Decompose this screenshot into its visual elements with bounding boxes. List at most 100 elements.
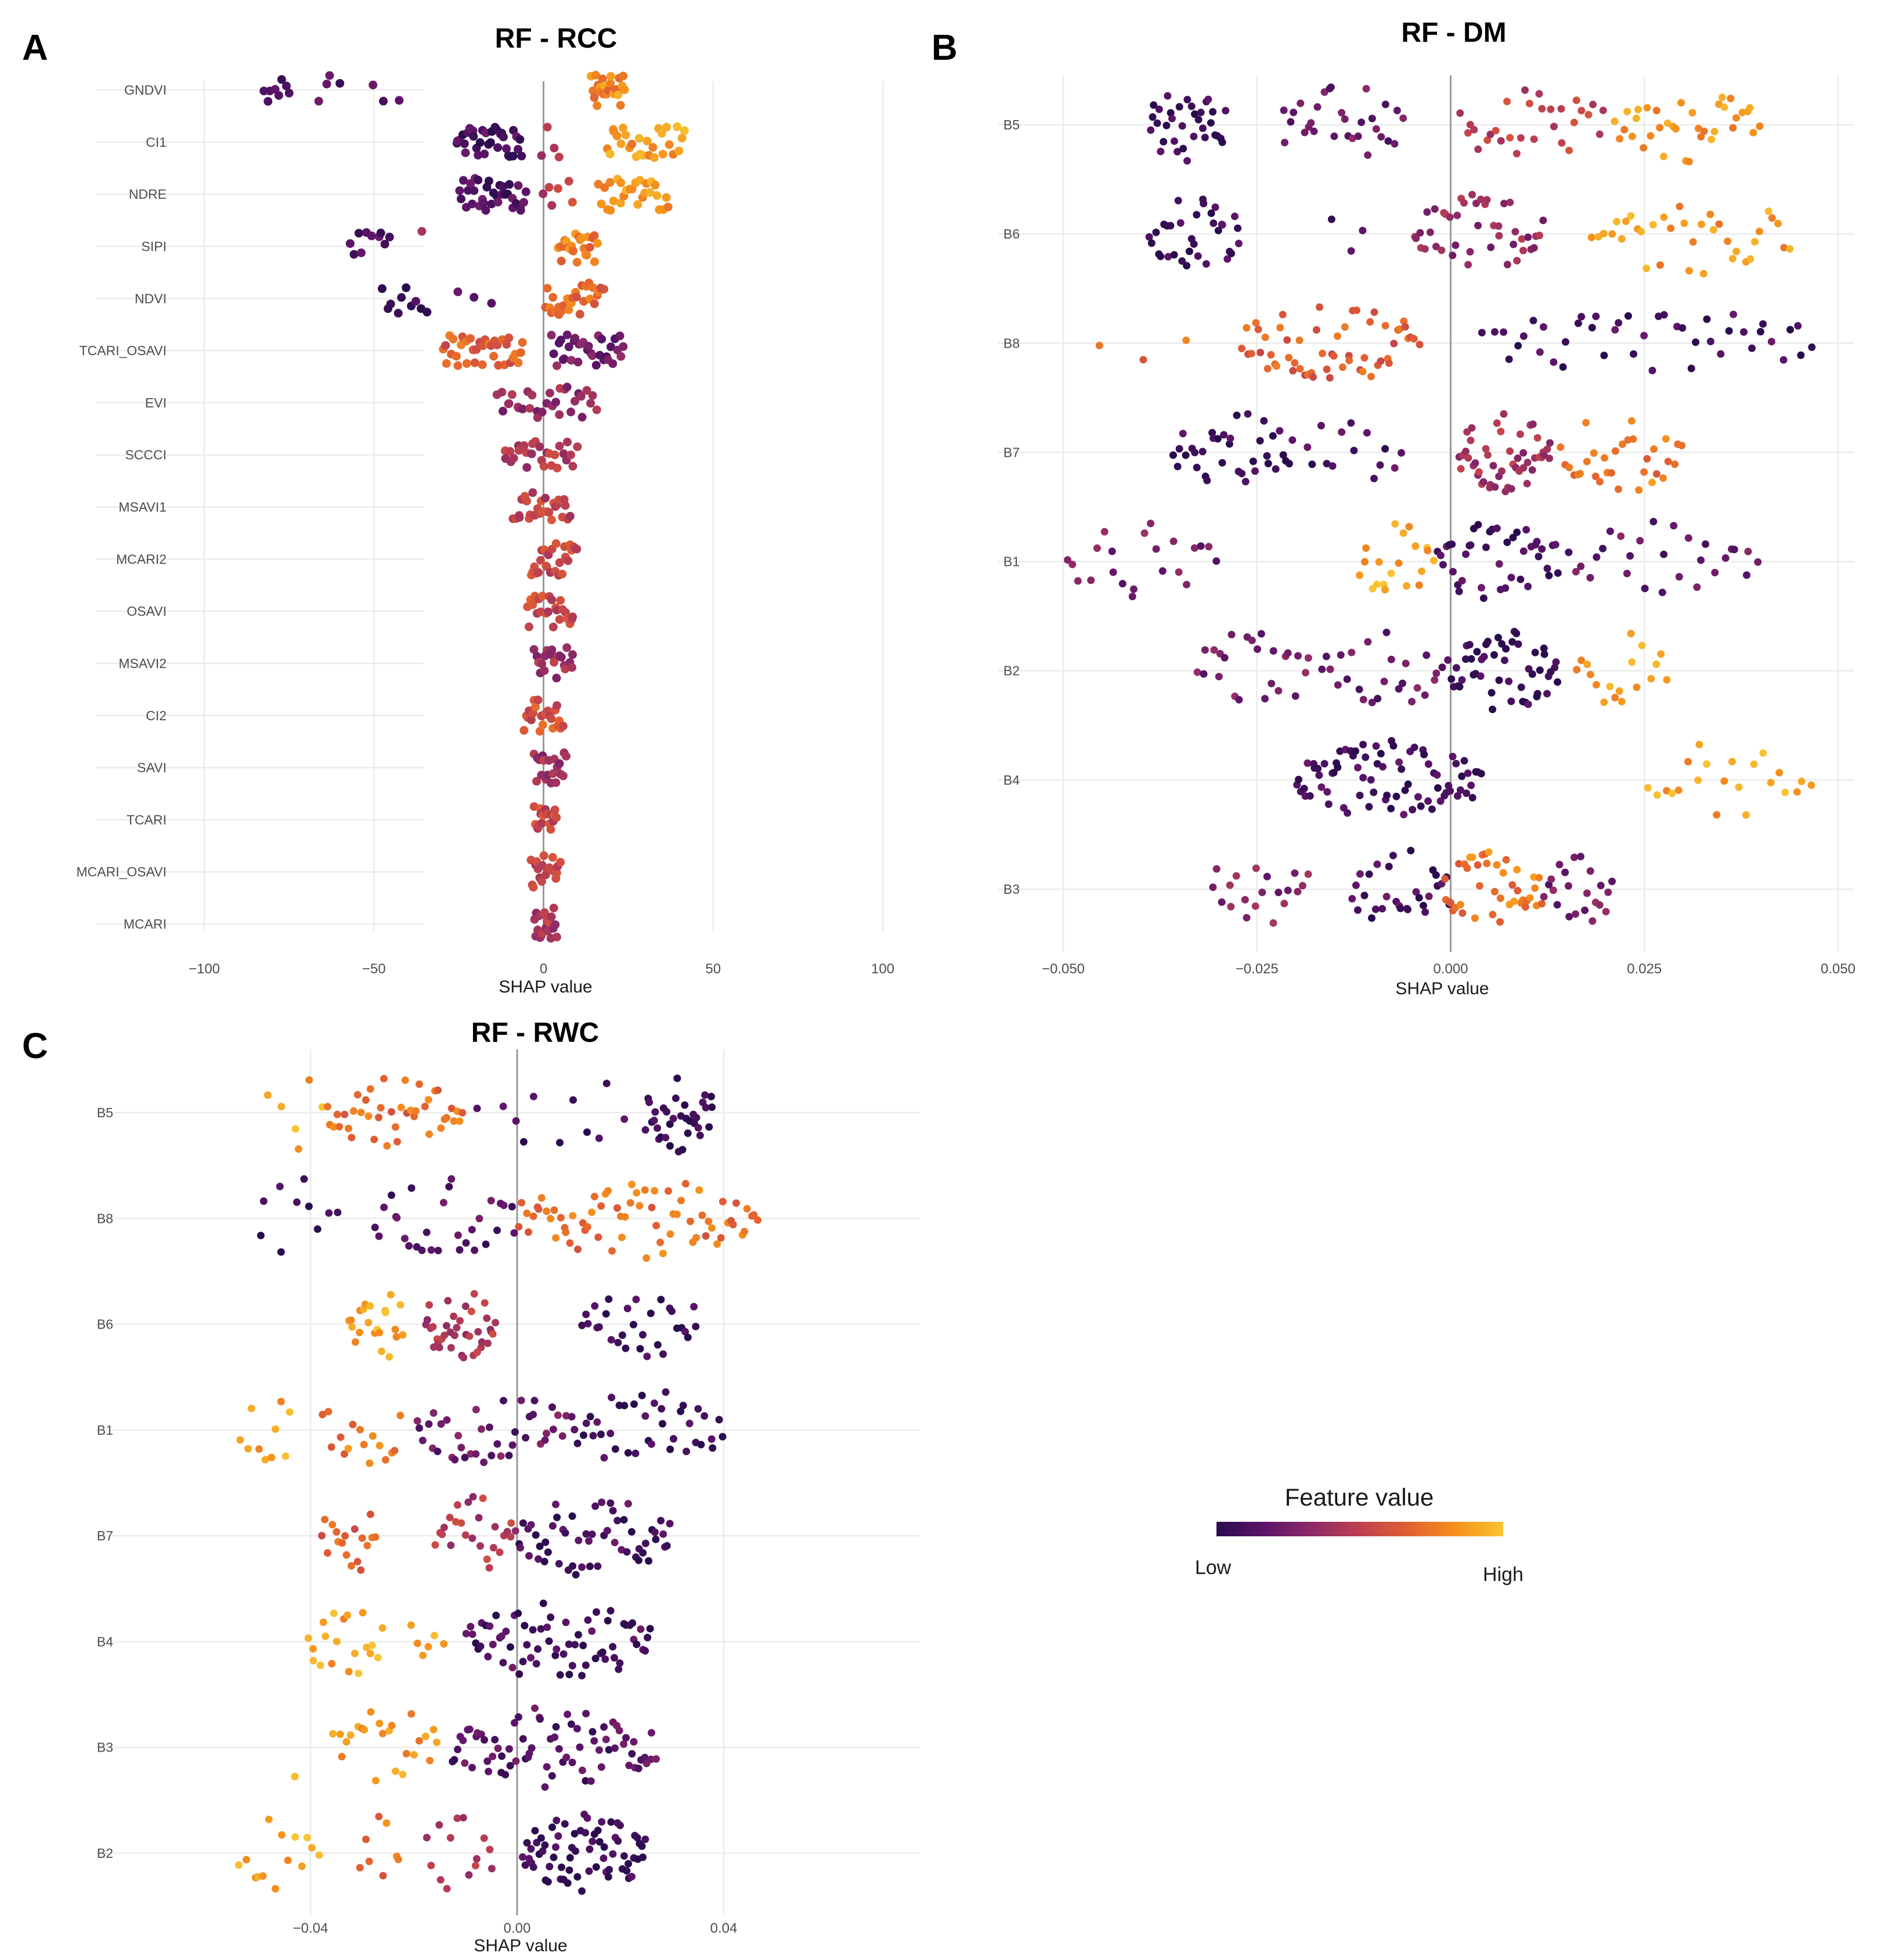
shap-point bbox=[558, 771, 568, 781]
shap-point bbox=[1636, 537, 1644, 545]
shap-point bbox=[360, 1726, 369, 1734]
shap-point bbox=[537, 1194, 546, 1202]
shap-point bbox=[278, 1831, 286, 1839]
shap-point bbox=[609, 1643, 617, 1651]
shap-point bbox=[234, 1861, 243, 1869]
shap-point bbox=[338, 1753, 346, 1761]
shap-point bbox=[504, 399, 514, 408]
shap-point bbox=[340, 1450, 348, 1458]
shap-point bbox=[1304, 759, 1312, 767]
shap-point bbox=[1794, 322, 1802, 330]
shap-point bbox=[536, 1715, 544, 1723]
shap-point bbox=[1400, 811, 1408, 818]
shap-point bbox=[562, 1412, 570, 1420]
shap-point bbox=[484, 176, 493, 186]
shap-point bbox=[459, 176, 468, 185]
shap-point bbox=[1688, 109, 1696, 117]
shap-point bbox=[488, 1865, 496, 1872]
shap-point bbox=[1381, 100, 1389, 109]
shap-point bbox=[523, 1641, 531, 1649]
shap-point bbox=[1421, 908, 1429, 916]
shap-point bbox=[1233, 412, 1241, 420]
shap-point bbox=[454, 1432, 463, 1439]
shap-point bbox=[551, 398, 561, 407]
shap-point bbox=[277, 75, 286, 84]
shap-point bbox=[1372, 125, 1380, 133]
shap-point bbox=[1503, 98, 1511, 106]
shap-point bbox=[635, 1556, 642, 1564]
shap-point bbox=[1530, 135, 1538, 143]
shap-point bbox=[1412, 234, 1420, 243]
shap-point bbox=[1367, 776, 1375, 784]
shap-point bbox=[1717, 350, 1725, 358]
shap-point bbox=[1533, 434, 1541, 442]
shap-point bbox=[427, 1246, 435, 1254]
shap-point bbox=[1238, 470, 1246, 478]
shap-point bbox=[582, 1661, 590, 1669]
shap-point bbox=[455, 186, 464, 195]
shap-point bbox=[484, 1340, 492, 1347]
shap-point bbox=[1264, 460, 1272, 468]
shap-point bbox=[519, 441, 529, 450]
shap-point bbox=[491, 1735, 499, 1744]
shap-point bbox=[411, 297, 420, 306]
shap-point bbox=[1489, 461, 1497, 470]
shap-point bbox=[575, 1536, 583, 1544]
shap-point bbox=[591, 71, 600, 80]
shap-point bbox=[1538, 900, 1546, 908]
shap-point bbox=[1740, 328, 1748, 336]
shap-point bbox=[519, 1519, 527, 1527]
shap-point bbox=[454, 1745, 462, 1753]
shap-point bbox=[434, 1448, 442, 1456]
shap-point bbox=[236, 1436, 244, 1444]
shap-point bbox=[628, 1181, 636, 1189]
shap-point bbox=[1494, 634, 1502, 641]
shap-point bbox=[472, 1406, 480, 1414]
shap-point bbox=[333, 1110, 341, 1118]
shap-point bbox=[1164, 252, 1172, 261]
shap-point bbox=[1190, 240, 1198, 248]
shap-point bbox=[1647, 132, 1655, 140]
shap-point bbox=[535, 442, 544, 452]
shap-point bbox=[1624, 312, 1632, 320]
shap-point bbox=[1622, 217, 1630, 225]
shap-point bbox=[1742, 811, 1750, 819]
shap-point bbox=[357, 1109, 365, 1117]
shap-point bbox=[1302, 669, 1309, 677]
shap-point bbox=[1368, 698, 1376, 706]
shap-point bbox=[492, 1319, 500, 1327]
shap-point bbox=[1285, 353, 1293, 362]
shap-point bbox=[1301, 128, 1309, 136]
shap-point bbox=[1643, 104, 1651, 112]
shap-point bbox=[315, 1851, 323, 1859]
shap-point bbox=[540, 908, 549, 917]
shap-point bbox=[657, 1517, 665, 1525]
shap-point bbox=[598, 1648, 606, 1656]
shap-point bbox=[535, 1555, 543, 1563]
feature-label: SAVI bbox=[137, 760, 167, 775]
shap-point bbox=[1786, 326, 1795, 334]
shap-point bbox=[1545, 572, 1553, 580]
shap-point bbox=[1254, 326, 1262, 333]
shap-point bbox=[639, 1853, 647, 1861]
shap-point bbox=[300, 1175, 308, 1183]
shap-point bbox=[481, 1736, 488, 1744]
shap-point bbox=[1425, 892, 1433, 900]
shap-point bbox=[582, 1777, 590, 1785]
shap-point bbox=[1513, 528, 1521, 536]
shap-point bbox=[286, 1408, 294, 1416]
shap-point bbox=[478, 1338, 486, 1346]
shap-point bbox=[531, 1704, 539, 1712]
shap-point bbox=[562, 752, 571, 761]
shap-point bbox=[1608, 230, 1616, 238]
shap-point bbox=[584, 342, 593, 351]
shap-point bbox=[362, 1096, 370, 1104]
shap-point bbox=[304, 1634, 312, 1642]
shap-point bbox=[1775, 768, 1783, 777]
shap-point bbox=[1308, 460, 1316, 468]
shap-point bbox=[1640, 331, 1648, 340]
shap-point bbox=[1491, 483, 1499, 491]
shap-point bbox=[1377, 357, 1385, 365]
shap-point bbox=[1562, 338, 1569, 346]
shap-point bbox=[1191, 110, 1198, 118]
